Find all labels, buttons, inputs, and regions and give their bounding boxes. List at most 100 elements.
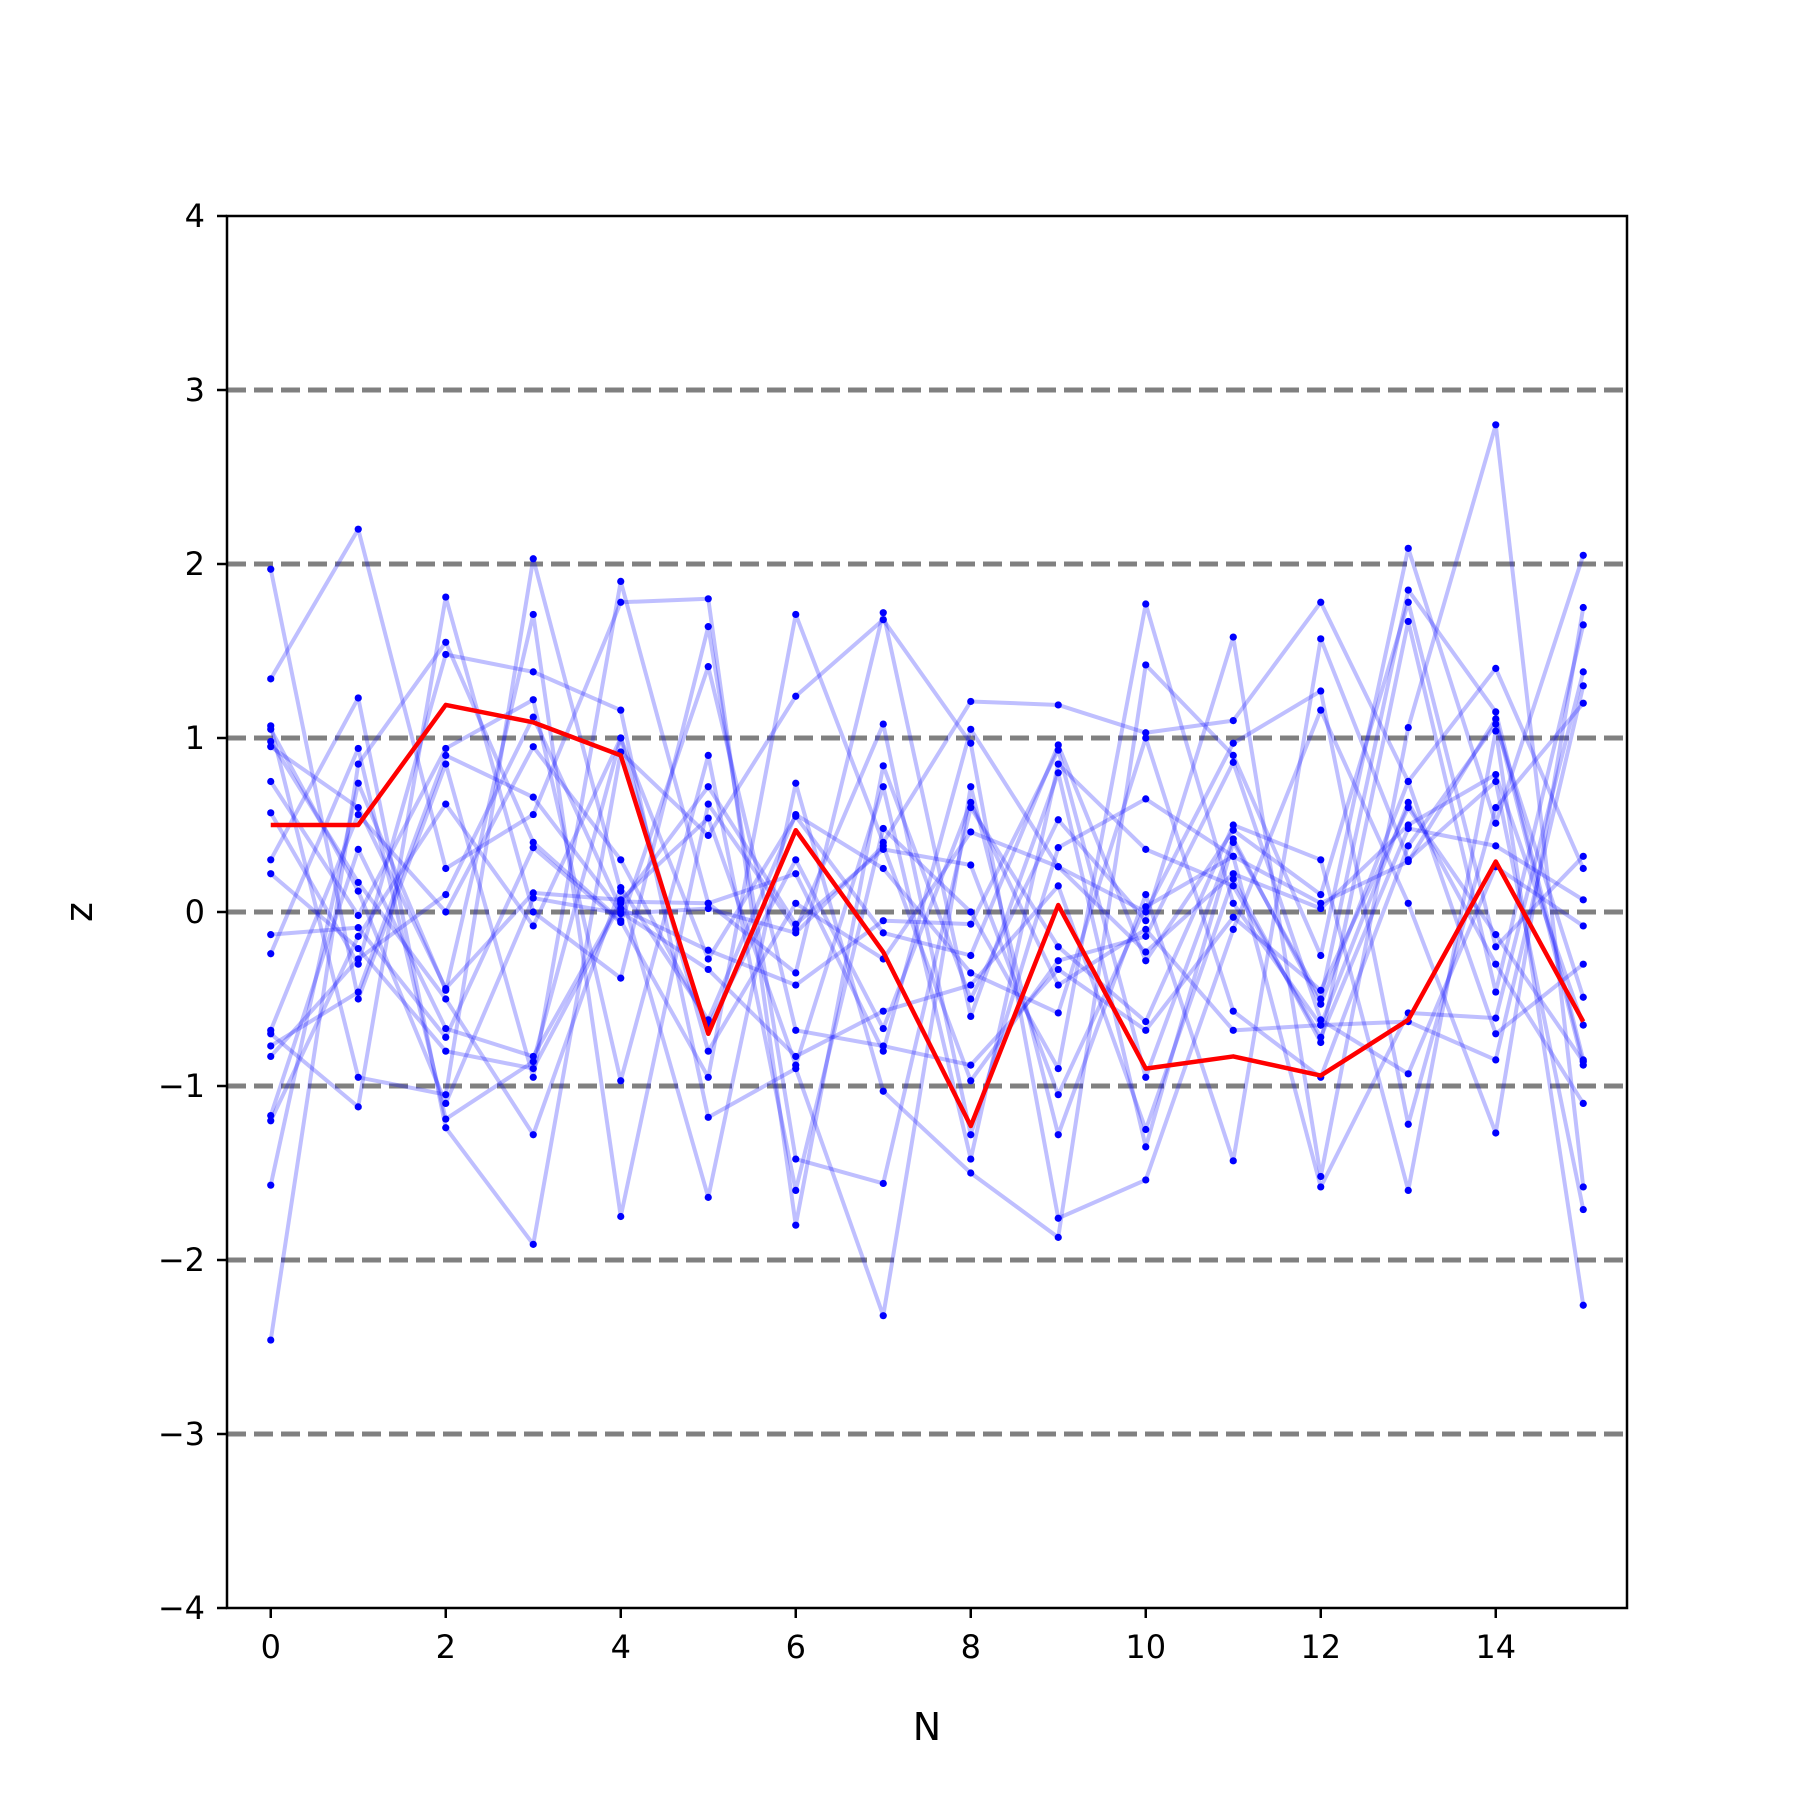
series-point xyxy=(1492,720,1500,728)
series-point xyxy=(442,1033,450,1041)
series-point xyxy=(1054,981,1062,989)
series-point xyxy=(1142,903,1150,911)
series-point xyxy=(442,1047,450,1055)
series-line xyxy=(268,612,1586,1219)
series-point xyxy=(967,1169,975,1177)
series-point xyxy=(267,1117,275,1125)
series-point xyxy=(1579,603,1587,612)
series-point xyxy=(967,798,975,806)
series-point xyxy=(354,779,362,787)
series-point xyxy=(617,884,625,892)
series-point xyxy=(1054,943,1062,951)
series-point xyxy=(354,804,362,812)
series-point xyxy=(267,777,275,786)
series-point xyxy=(1142,925,1150,934)
series-point xyxy=(1054,1065,1062,1073)
series-point xyxy=(529,1052,537,1061)
series-point xyxy=(617,734,625,742)
series-point xyxy=(1142,600,1150,608)
series-point xyxy=(879,864,887,873)
series-point xyxy=(704,595,712,603)
series-point xyxy=(1229,875,1237,883)
series-point xyxy=(792,856,800,864)
series-point xyxy=(617,896,625,904)
series-point xyxy=(1229,899,1237,907)
series-point xyxy=(1229,882,1237,890)
series-point xyxy=(1054,701,1062,709)
series-point xyxy=(529,1131,537,1139)
series-point xyxy=(879,842,887,850)
series-point xyxy=(1054,882,1062,890)
series-point xyxy=(1579,896,1587,904)
series-point xyxy=(1492,931,1500,939)
series-point xyxy=(792,1052,800,1061)
series-point xyxy=(879,720,887,728)
series-point xyxy=(267,737,275,746)
series-point xyxy=(704,965,712,974)
series-point xyxy=(1404,804,1412,812)
series-point xyxy=(967,908,975,916)
series-point xyxy=(792,899,800,907)
series-point xyxy=(792,692,800,700)
series-point xyxy=(529,1240,537,1248)
series-point xyxy=(442,1091,450,1099)
series-point xyxy=(1579,1301,1587,1309)
series-point xyxy=(1492,1129,1500,1137)
series-point xyxy=(792,929,800,937)
series-point xyxy=(967,1155,975,1163)
series-point xyxy=(1229,925,1237,934)
series-point xyxy=(1492,804,1500,812)
series-line xyxy=(269,595,1586,1306)
series-point xyxy=(1229,1157,1237,1165)
x-tick-label: 14 xyxy=(1475,1628,1516,1666)
series-point xyxy=(1492,777,1500,786)
series-point xyxy=(529,668,537,676)
series-point xyxy=(879,1047,887,1055)
series-point xyxy=(1404,586,1412,594)
series-point xyxy=(1317,951,1325,960)
series-point xyxy=(1142,845,1150,853)
series-point xyxy=(1229,739,1237,747)
series-point xyxy=(792,1061,800,1069)
series-point xyxy=(967,861,975,869)
y-tick-label: 1 xyxy=(185,719,205,757)
series-point xyxy=(354,1073,362,1081)
series-line xyxy=(269,745,1585,1162)
series-point xyxy=(442,1115,450,1123)
series-point xyxy=(442,751,450,760)
series-point xyxy=(704,831,712,840)
series-point xyxy=(1317,687,1325,695)
series-line xyxy=(269,422,1586,1228)
series-point xyxy=(1142,1125,1150,1134)
series-point xyxy=(354,932,362,940)
series-point xyxy=(879,1087,887,1095)
series-point xyxy=(267,1052,275,1061)
series-point xyxy=(704,1047,712,1055)
series-point xyxy=(442,744,450,753)
series-point xyxy=(1142,891,1150,899)
series-point xyxy=(267,675,275,683)
series-point xyxy=(1054,965,1062,974)
series-point xyxy=(529,713,537,721)
series-point xyxy=(1317,1183,1325,1191)
series-point xyxy=(879,1007,887,1015)
series-point xyxy=(1229,633,1237,641)
series-line xyxy=(269,716,1586,1097)
series-point xyxy=(1579,1205,1587,1214)
series-point xyxy=(1579,864,1587,873)
series-point xyxy=(1404,821,1412,829)
series-point xyxy=(442,1099,450,1107)
series-point xyxy=(354,944,362,953)
series-point xyxy=(1404,544,1412,552)
series-point xyxy=(967,969,975,977)
series-point xyxy=(442,1024,450,1033)
series-point xyxy=(1142,1143,1150,1151)
series-point xyxy=(267,1042,275,1050)
series-line xyxy=(269,722,1586,1137)
series-point xyxy=(1579,621,1587,629)
series-point xyxy=(617,577,625,586)
series-point xyxy=(267,743,275,751)
series-point xyxy=(1492,715,1500,723)
series-point xyxy=(1054,1214,1062,1222)
